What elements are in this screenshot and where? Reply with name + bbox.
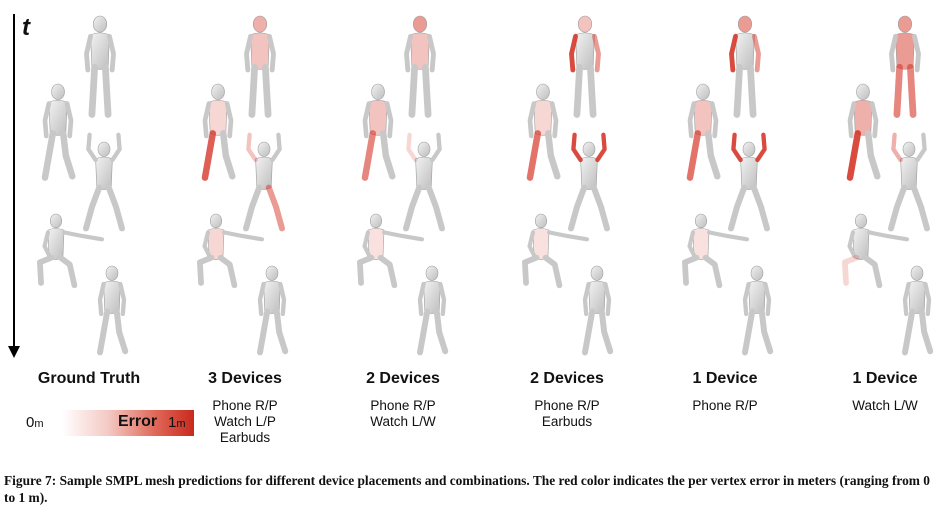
human-mesh: [728, 132, 770, 232]
time-axis-arrow: [8, 14, 20, 358]
caption-text: Sample SMPL mesh predictions for differe…: [4, 473, 930, 505]
human-mesh: [403, 132, 445, 232]
human-mesh: [729, 15, 761, 118]
human-mesh: [361, 83, 396, 181]
device-label: Phone R/P: [212, 398, 278, 413]
human-mesh: [742, 265, 774, 356]
error-colorbar: [62, 410, 194, 436]
device-label: Earbuds: [541, 414, 593, 429]
mesh-figure: [8, 14, 934, 358]
human-mesh: [417, 265, 449, 356]
caption-label: Figure 7:: [4, 473, 57, 488]
legend-max-label: 1m: [168, 414, 186, 431]
figure-caption: Figure 7: Sample SMPL mesh predictions f…: [4, 472, 930, 506]
human-mesh: [846, 83, 881, 181]
column-title-2-devices-a: 2 Devices: [366, 370, 440, 387]
column-title-3-devices: 3 Devices: [208, 370, 282, 387]
human-mesh: [682, 213, 750, 289]
column-title-1-device-a: 1 Device: [692, 370, 758, 387]
device-label: Watch L/P: [214, 414, 276, 429]
human-mesh: [582, 265, 614, 356]
device-label: Earbuds: [219, 430, 271, 445]
device-label: Watch L/W: [852, 398, 918, 413]
error-legend: 0m Error 1m: [22, 410, 194, 438]
human-mesh: [357, 213, 425, 289]
human-mesh: [686, 83, 721, 181]
human-mesh: [526, 83, 561, 181]
device-list-1-device-b: Watch L/W: [810, 398, 935, 414]
human-mesh: [197, 213, 265, 289]
device-label: Phone R/P: [692, 398, 758, 413]
human-mesh: [257, 265, 289, 356]
device-list-1-device-a: Phone R/P: [650, 398, 800, 414]
mesh-figures: [37, 15, 934, 356]
human-mesh: [842, 213, 910, 289]
human-mesh: [37, 213, 105, 289]
human-mesh: [41, 83, 76, 181]
human-mesh: [889, 15, 921, 118]
device-label: Phone R/P: [534, 398, 600, 413]
device-list-2-devices-a: Phone R/P Watch L/W: [328, 398, 478, 430]
column-title-ground-truth: Ground Truth: [37, 370, 141, 387]
column-title-1-device-b: 1 Device: [852, 370, 918, 387]
human-mesh: [888, 132, 930, 232]
device-list-2-devices-b: Phone R/P Earbuds: [492, 398, 642, 430]
legend-title: Error: [118, 413, 158, 430]
human-mesh: [84, 15, 116, 118]
human-mesh: [522, 213, 590, 289]
device-list-3-devices: Phone R/P Watch L/P Earbuds: [170, 398, 320, 446]
human-mesh: [97, 265, 129, 356]
human-mesh: [902, 265, 934, 356]
human-mesh: [201, 83, 236, 181]
device-label: Phone R/P: [370, 398, 436, 413]
legend-min-label: 0m: [26, 414, 44, 431]
human-mesh: [404, 15, 436, 118]
column-title-2-devices-b: 2 Devices: [530, 370, 604, 387]
human-mesh: [243, 132, 285, 232]
human-mesh: [569, 15, 601, 118]
human-mesh: [244, 15, 276, 118]
device-label: Watch L/W: [370, 414, 436, 429]
human-mesh: [83, 132, 125, 232]
human-mesh: [568, 132, 610, 232]
time-axis-label: t: [22, 14, 30, 41]
